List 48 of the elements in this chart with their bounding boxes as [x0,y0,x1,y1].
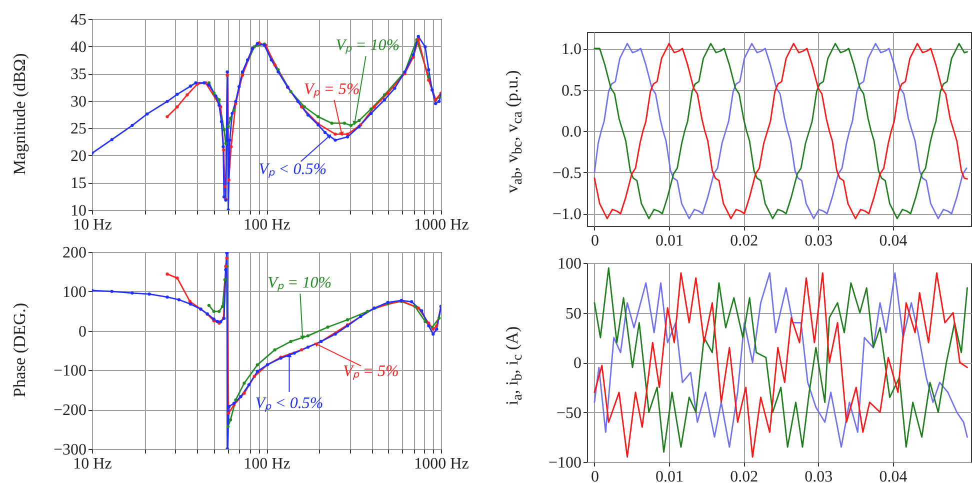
y-tick-label: 30 [70,93,86,110]
y-tick-label: −300 [53,442,86,458]
annotation: Vₚ = 5% [304,81,360,98]
x-tick-label: 0.02 [730,232,758,250]
annotation: Vₚ < 0.5% [255,395,324,412]
y-tick-label: 35 [70,66,86,84]
x-tick-label: 10 Hz [73,216,112,234]
y-tick-label: 100 [62,284,86,301]
x-tick-label: 1000 Hz [414,456,469,472]
x-tick-label: 0.01 [656,232,684,250]
y-tick-label: −100 [53,362,86,380]
y-tick-label: −200 [53,402,86,420]
y-tick-label: 1.0 [562,41,582,58]
annotation: Vₚ = 10% [268,274,332,292]
y-tick-label: −0.5 [552,164,582,182]
x-tick-label: 0.03 [804,232,833,250]
x-tick-label: 0.03 [804,468,833,483]
x-tick-label: 1000 Hz [414,216,469,234]
x-tick-label: 0.01 [656,468,684,483]
y-tick-label: 10 [70,202,86,220]
y-axis-title: Phase (DEG.) [10,302,30,400]
y-tick-label: 0 [78,323,86,340]
x-tick-label: 0.04 [879,468,908,483]
y-tick-label: 100 [558,256,582,272]
y-tick-label: 0.5 [562,82,582,100]
x-tick-label: 0 [590,468,599,483]
y-tick-label: 25 [70,120,86,138]
annotation: Vₚ = 5% [342,362,399,380]
y-tick-label: 45 [70,12,86,28]
x-tick-label: 0.02 [730,468,758,483]
x-tick-label: 100 Hz [244,216,290,234]
y-tick-label: 200 [62,244,86,262]
y-tick-label: 0.0 [562,124,582,141]
y-tick-label: 40 [70,38,86,56]
y-tick-label: 15 [70,175,86,192]
y-tick-label: −1.0 [552,206,582,224]
annotation: Vₚ < 0.5% [258,160,327,178]
y-tick-label: 20 [70,148,86,165]
y-tick-label: −100 [548,454,582,472]
x-tick-label: 100 Hz [244,456,290,472]
annotation: Vₚ = 10% [336,37,400,54]
y-tick-label: 50 [566,305,582,322]
x-tick-label: 10 Hz [73,456,112,472]
y-axis-title: Magnitude (dBΩ) [10,52,30,177]
x-tick-label: 0 [590,232,599,250]
y-tick-label: −50 [556,404,582,422]
x-tick-label: 0.04 [879,232,908,250]
y-tick-label: 0 [574,355,582,372]
